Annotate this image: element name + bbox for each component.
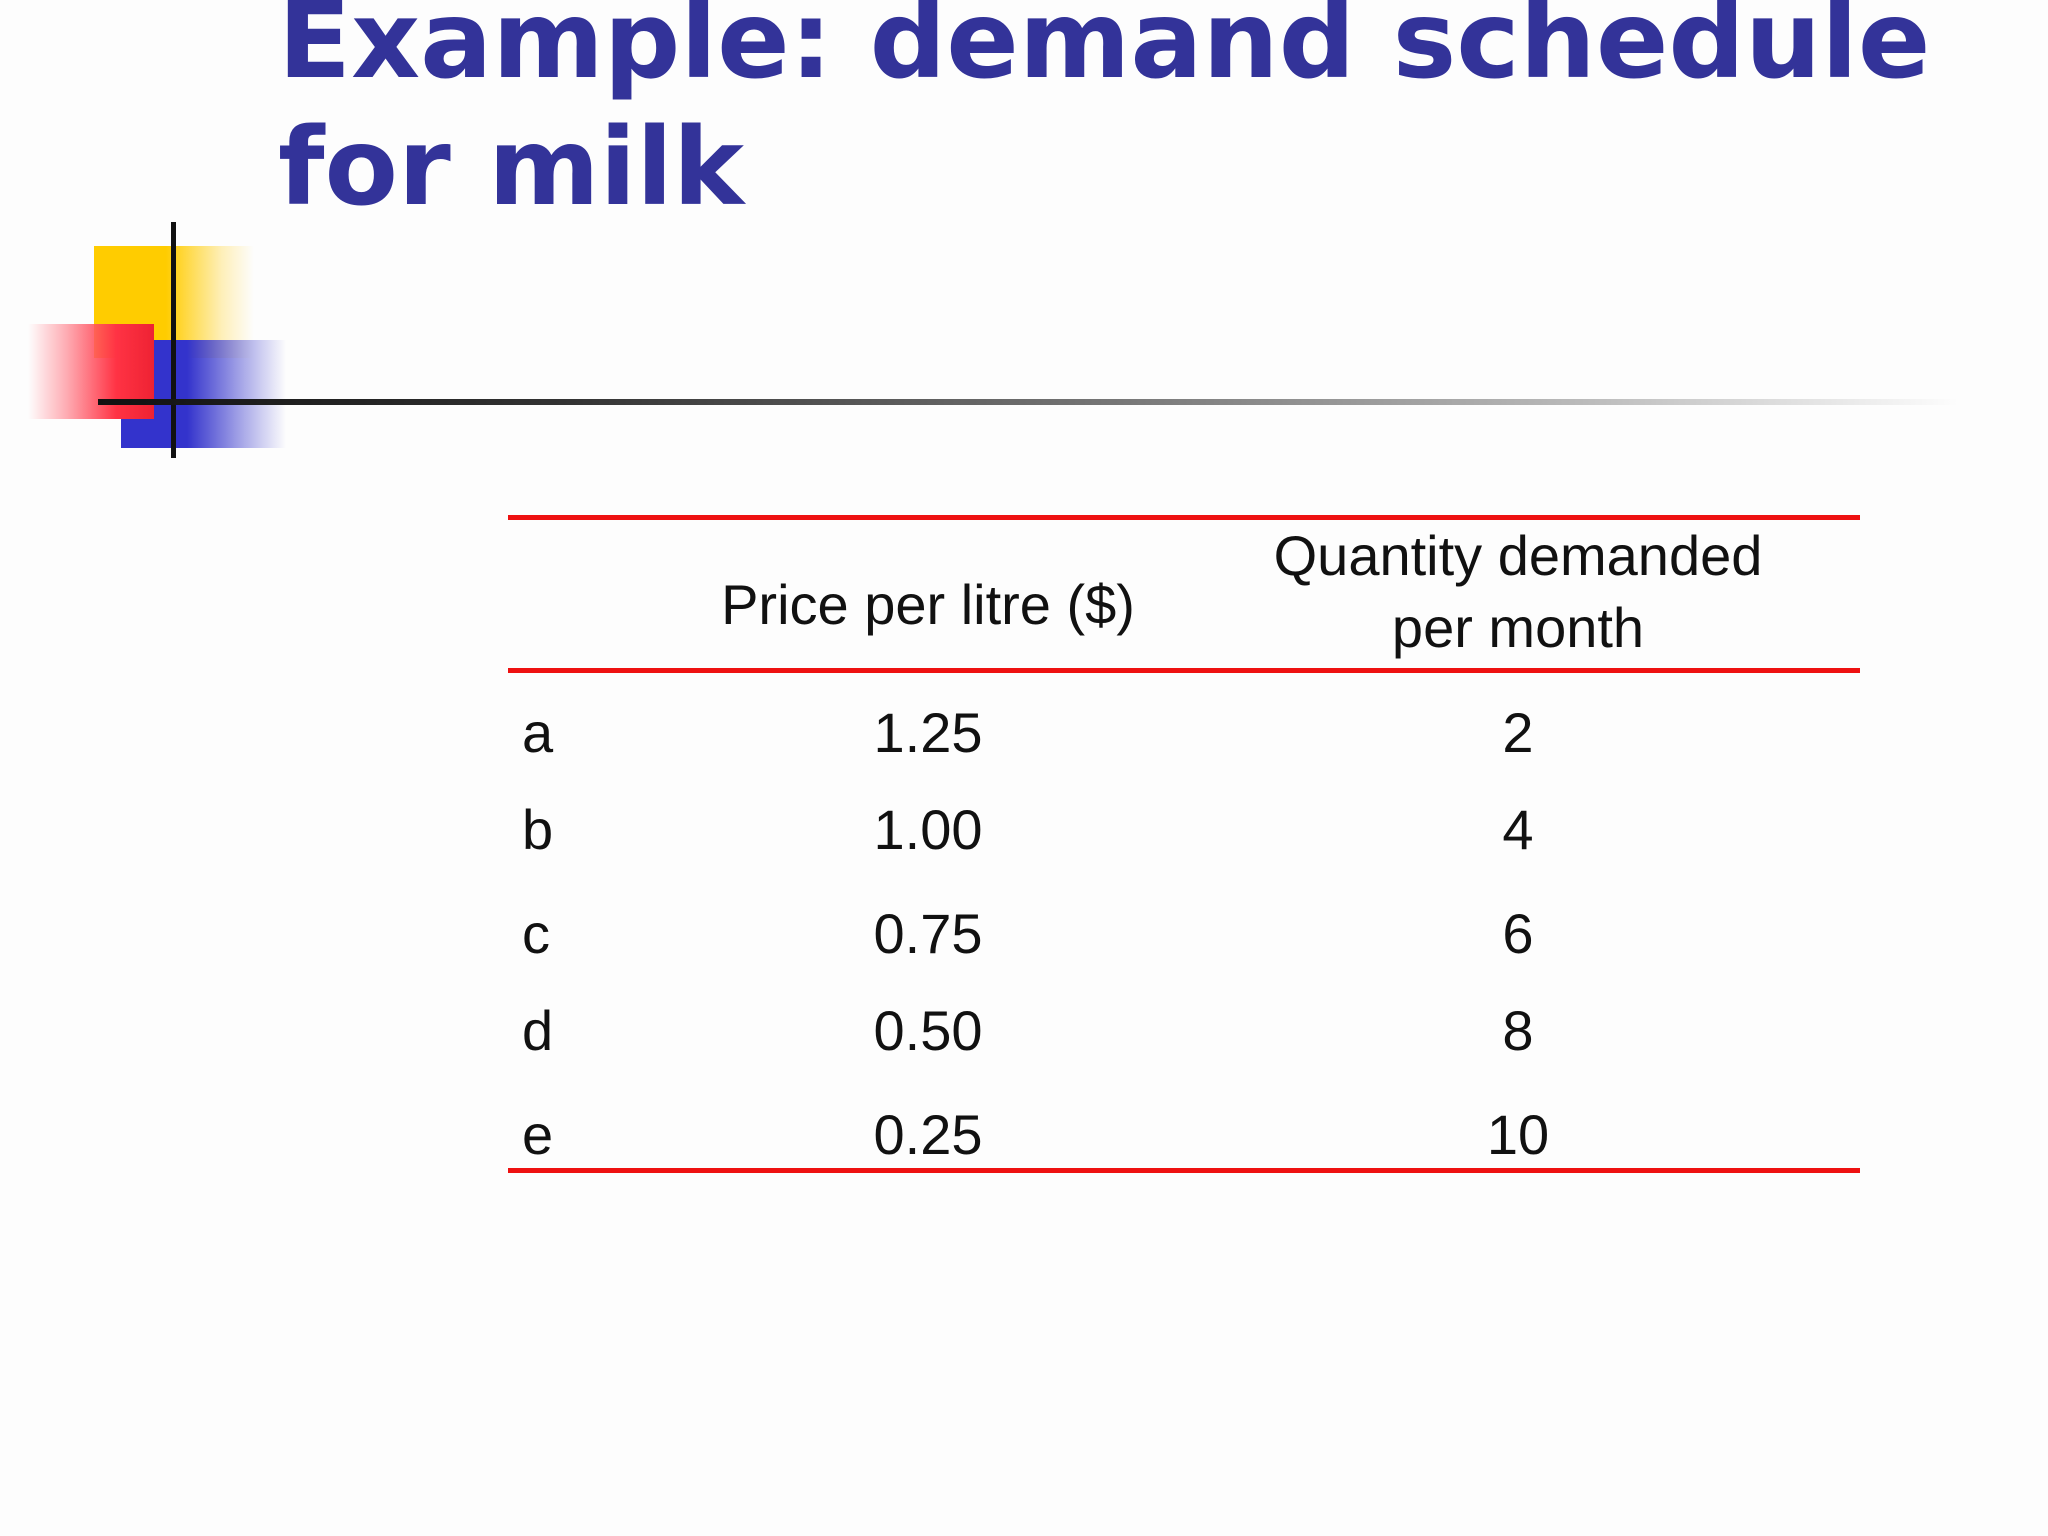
row-label: a (522, 701, 554, 764)
vertical-line-decoration (171, 222, 176, 458)
table-row: d 0.50 8 (508, 991, 1860, 1071)
table-row: e 0.25 10 (508, 1095, 1860, 1175)
row-label: d (522, 999, 554, 1062)
row-price: 1.25 (873, 701, 983, 764)
slide-title: Example: demand schedule for milk (278, 0, 2018, 232)
row-label: c (522, 902, 550, 965)
demand-schedule-table: Price per litre ($) Quantity demanded pe… (508, 515, 1860, 1173)
row-quantity: 8 (1502, 999, 1534, 1062)
header-quantity-line-1: Quantity demanded (1273, 524, 1763, 587)
header-price: Price per litre ($) (721, 573, 1135, 636)
row-price: 0.50 (873, 999, 983, 1062)
row-quantity: 6 (1502, 902, 1534, 965)
row-price: 1.00 (873, 798, 983, 861)
row-label: b (522, 798, 554, 861)
row-price: 0.75 (873, 902, 983, 965)
row-quantity: 4 (1502, 798, 1534, 861)
table-header-row: Price per litre ($) Quantity demanded pe… (508, 520, 1860, 668)
slide-title-line-2: for milk (278, 106, 745, 230)
table-row: b 1.00 4 (508, 790, 1860, 870)
slide-title-line-1: Example: demand schedule (278, 0, 1931, 103)
row-quantity: 10 (1486, 1103, 1550, 1166)
table-bottom-rule (508, 1168, 1860, 1173)
header-quantity-line-2: per month (1391, 596, 1645, 659)
table-row: a 1.25 2 (508, 693, 1860, 773)
row-label: e (522, 1103, 554, 1166)
horizontal-divider-line (98, 399, 1958, 405)
header-quantity: Quantity demanded per month (1168, 520, 1868, 664)
row-quantity: 2 (1502, 701, 1534, 764)
table-row: c 0.75 6 (508, 894, 1860, 974)
table-body: a 1.25 2 b 1.00 4 c 0.75 6 d 0.50 8 e 0. (508, 673, 1860, 1168)
table-header-rule (508, 668, 1860, 673)
table-top-rule (508, 515, 1860, 520)
row-price: 0.25 (873, 1103, 983, 1166)
